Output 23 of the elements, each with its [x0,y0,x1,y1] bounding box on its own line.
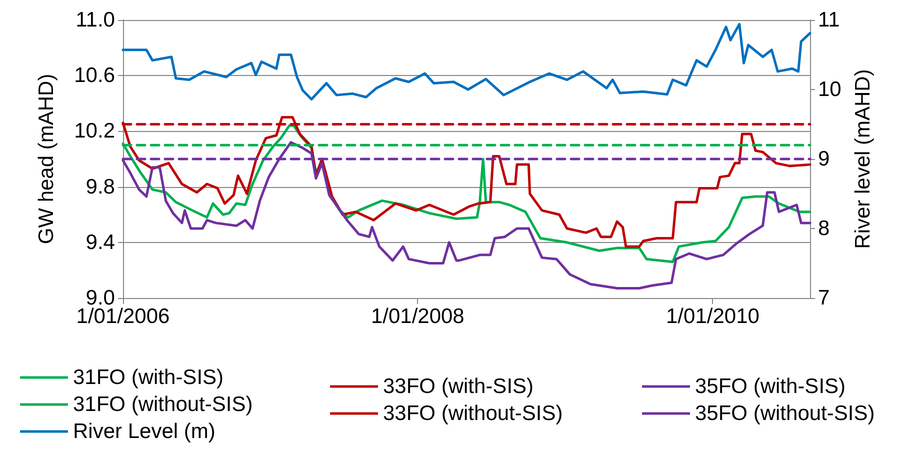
y-axis-title: GW head (mAHD) [35,74,58,244]
line-series [122,22,812,100]
y-tick-label: 11.0 [76,8,115,32]
legend-label: 31FO (without-SIS) [73,393,253,416]
legend-label: 35FO (without-SIS) [695,402,875,425]
y-tick-label: 10.2 [74,120,115,143]
y-tick-label: 10.6 [74,64,115,88]
legend-label: 33FO (without-SIS) [383,402,563,425]
y-tick-label: 9.4 [86,230,116,254]
legend-label: River Level (m) [73,420,216,443]
y2-tick-label: 8 [818,217,830,240]
y-tick-label: 9.8 [86,175,115,198]
legend-label: 35FO (with-SIS) [695,375,846,398]
legend-label: 33FO (with-SIS) [383,375,534,398]
y2-axis-title: River level (mAHD) [851,69,874,249]
y2-tick-label: 7 [818,286,830,310]
y2-tick-label: 10 [818,78,842,101]
x-tick-label: 1/01/2006 [76,305,170,328]
legend-label: 31FO (with-SIS) [73,366,224,389]
y2-tick-label: 9 [818,148,830,170]
x-tick-label: 1/01/2010 [666,305,760,328]
x-tick-label: 1/01/2008 [370,305,464,328]
y2-tick-label: 11 [818,8,840,32]
